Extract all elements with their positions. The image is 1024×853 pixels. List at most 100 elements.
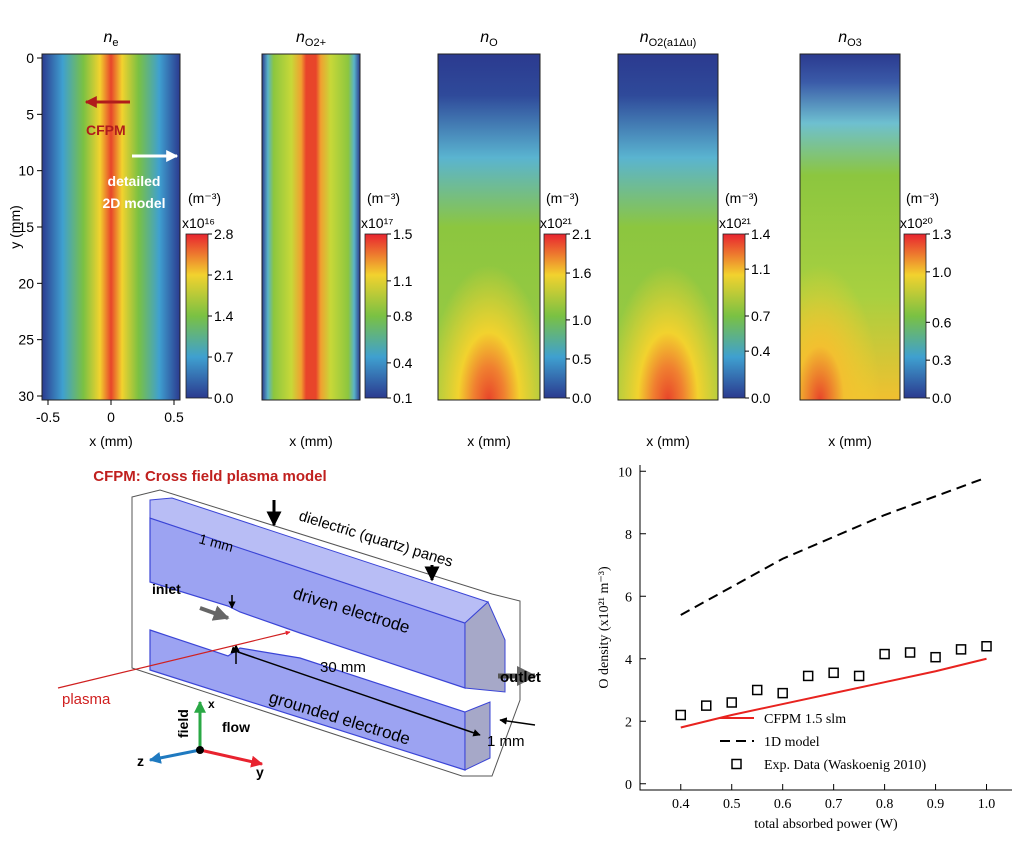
plot-frame [617,53,719,401]
x-tick-label: 0.4 [672,797,690,812]
x-tick-label: 0.6 [774,797,792,812]
annotation: detailed [108,173,161,189]
caption: CFPM: Cross field plasma model [93,468,326,485]
legend-label: 1D model [764,735,820,750]
panel-title: ne [103,29,118,49]
label: x [208,697,215,711]
x-axis-label: x (mm) [289,433,333,449]
x-tick-label: 0.5 [164,409,184,425]
title-subscript: O2(a1Δu) [649,37,697,49]
heatmap-hotspot [618,175,718,400]
heatmap-field [42,54,180,400]
colorbar-tick-label: 1.5 [393,226,413,242]
x-axis-label: x (mm) [89,433,133,449]
colorbar [364,233,388,399]
data-point [955,644,967,655]
title-subscript: O3 [847,37,862,49]
axes [639,465,1012,791]
label: 30 mm [320,659,366,676]
colorbar-tick-label: 1.1 [751,261,771,277]
y-axis-label: O density (x10²¹ m⁻³) [597,566,612,689]
colorbar-tick-label: 2.1 [572,226,592,242]
data-point [777,687,788,699]
y-tick-label: 10 [618,465,632,480]
heatmap-field [262,54,360,400]
data-point [675,709,687,721]
colorbar-tick-label: 1.0 [932,264,952,280]
label: 1 mm [487,733,525,750]
label: plasma [62,691,111,708]
colorbar-unit: (m⁻³) [725,190,758,206]
colorbar-multiplier: x10²⁰ [900,215,933,231]
data-point [802,670,814,682]
plot-frame [261,53,361,401]
label: flow [222,719,250,735]
x-tick-label: 0.8 [876,797,894,812]
colorbar-tick-label: 1.6 [572,265,592,281]
annotation: 2D model [102,195,165,211]
line-chart: 0 2 4 6 8 10 0.4 0.5 0.6 0.7 0.8 0.9 1.0 total absorb… [597,465,1012,832]
title-symbol: n [103,29,112,46]
colorbar [185,233,209,399]
colorbar-tick-label: 0.0 [932,390,952,406]
colorbar-tick-label: 0.6 [932,314,952,330]
label: outlet [500,669,541,686]
colorbar-multiplier: x10¹⁶ [182,215,215,231]
colorbar-tick-label: 2.8 [214,226,234,242]
colorbar-tick-label: 0.4 [393,355,413,371]
colorbar-tick-label: 0.7 [214,349,234,365]
title-subscript: O2+ [305,37,326,49]
device-diagram [57,489,537,777]
data-point [904,647,916,658]
colorbar-tick-label: 0.5 [572,351,592,367]
colorbar-tick-label: 0.0 [214,390,234,406]
title-symbol: n [480,29,489,46]
colorbar-tick-label: 1.4 [751,226,771,242]
colorbar-multiplier: x10²¹ [719,215,751,231]
title-symbol: n [296,29,305,46]
panel-title: nO2+ [296,29,326,49]
series-line [680,657,987,729]
data-point [828,667,839,679]
y-tick-label: 10 [18,163,34,179]
data-point [853,670,865,682]
y-tick-label: 6 [625,590,632,605]
x-axis-label: x (mm) [467,433,511,449]
annotation: CFPM [86,122,126,138]
colorbar-unit: (m⁻³) [188,190,221,206]
label: z [137,753,144,769]
colorbar [543,233,567,399]
data-point [751,684,763,696]
colorbar-unit: (m⁻³) [546,190,579,206]
y-tick-label: 30 [18,388,34,404]
x-tick-label: 1.0 [978,797,996,812]
y-tick-label: 0 [625,778,632,793]
y-axis-label: y (mm) [7,205,23,249]
legend-marker [731,758,742,770]
x-axis-label: total absorbed power (W) [754,817,898,832]
colorbar-multiplier: x10²¹ [540,215,572,231]
title-subscript: e [112,37,118,49]
panel-title: nO2(a1Δu) [640,29,697,49]
data-point [700,700,712,711]
colorbar-tick-label: 0.1 [393,390,413,406]
x-axis-label: x (mm) [828,433,872,449]
y-tick-label: 4 [625,653,632,668]
heatmap-hotspot [800,175,900,400]
colorbar [903,233,927,399]
plot-frame [799,53,901,401]
data-point [930,651,941,663]
colorbar-tick-label: 0.4 [751,343,771,359]
y-tick-label: 2 [625,715,632,730]
y-tick-label: 25 [18,332,34,348]
heatmap-hotspot [438,175,540,400]
x-tick-label: 0.9 [927,797,945,812]
x-axis-label: x (mm) [646,433,690,449]
data-point [726,697,737,708]
x-tick-label: -0.5 [36,409,60,425]
title-symbol: n [640,29,649,46]
x-tick-label: 0.5 [723,797,741,812]
colorbar-tick-label: 0.3 [932,352,952,368]
colorbar-tick-label: 0.0 [572,390,592,406]
